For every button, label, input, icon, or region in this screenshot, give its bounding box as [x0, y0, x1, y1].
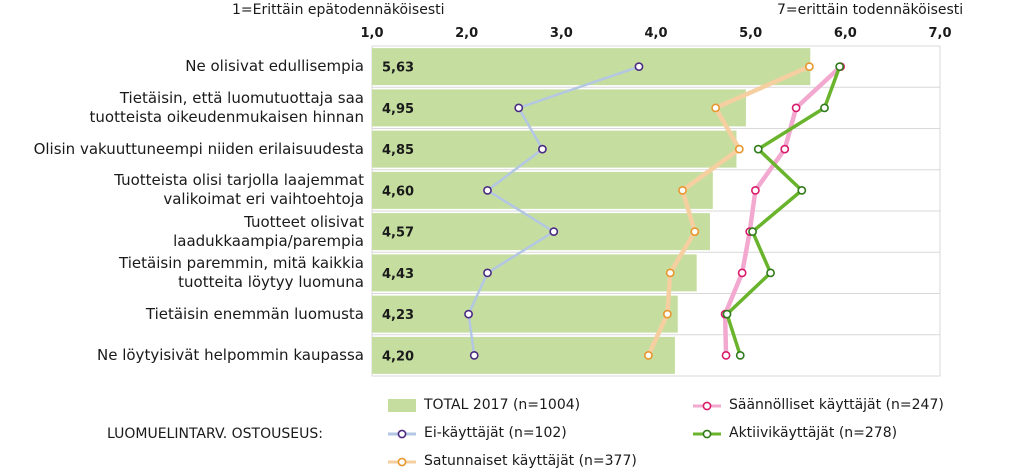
series-marker-3	[780, 144, 790, 154]
series-marker-2	[678, 185, 687, 195]
series-marker-1	[514, 103, 524, 113]
series-marker-4	[735, 350, 745, 360]
series-marker-3	[737, 268, 747, 278]
x-tick-label: 4,0	[644, 26, 667, 41]
legend-entry: Säännölliset käyttäjät (n=247)	[729, 397, 944, 413]
series-marker-4	[797, 185, 807, 195]
legend-entry: Ei-käyttäjät (n=102)	[424, 425, 567, 441]
series-marker-2	[662, 309, 672, 319]
series-marker-2	[711, 103, 721, 113]
bar-total-2017	[372, 295, 678, 333]
bar-total-2017	[372, 89, 746, 127]
series-line-2	[646, 64, 811, 357]
series-marker-3	[751, 185, 760, 195]
bar-data-label: 4,23	[382, 308, 414, 323]
category-label: Tuotteista olisi tarjolla laajemmat vali…	[114, 171, 364, 209]
category-label: Tietäisin enemmän luomusta	[145, 304, 364, 323]
series-marker-4	[722, 309, 732, 319]
category-label: Tietäisin, että luomutuottaja saa tuotte…	[89, 88, 364, 126]
series-line-4	[725, 66, 842, 356]
series-marker-4	[820, 103, 829, 113]
legend-caption: LUOMUELINTARV. OSTOUSEUS:	[107, 426, 323, 442]
bar-total-2017	[372, 336, 675, 374]
bar-total-2017	[372, 171, 713, 209]
legend-entry: TOTAL 2017 (n=1004)	[424, 397, 581, 413]
series-line-1	[467, 65, 640, 356]
series-line-3	[722, 64, 843, 356]
category-label: Olisin vakuuttuneempi niiden erilaisuude…	[33, 139, 364, 158]
series-marker-1	[549, 227, 559, 237]
category-label: Tuotteet olisivat laadukkaampia/parempia	[173, 212, 364, 250]
legend-entry: Aktiivikäyttäjät (n=278)	[729, 425, 898, 441]
series-marker-1	[483, 268, 492, 278]
bar-data-label: 4,20	[382, 349, 414, 364]
x-tick-label: 2,0	[455, 26, 478, 41]
bar-data-label: 5,63	[382, 61, 414, 76]
bar-total-2017	[372, 130, 737, 168]
bar-total-2017	[372, 213, 710, 251]
series-marker-1	[483, 185, 492, 195]
series-marker-1	[464, 309, 473, 319]
series-marker-4	[748, 227, 757, 237]
series-marker-3	[791, 103, 801, 113]
legend-swatch-marker	[702, 401, 712, 411]
series-marker-2	[734, 144, 744, 154]
bar-data-label: 4,60	[382, 184, 414, 199]
bar-data-label: 4,57	[382, 226, 414, 241]
bar-data-label: 4,43	[382, 267, 414, 282]
scale-high-label: 7=erittäin todennäköisesti	[777, 2, 964, 18]
legend-swatch-marker	[702, 429, 712, 439]
bar-total-2017	[372, 48, 811, 86]
x-tick-label: 1,0	[360, 26, 383, 41]
series-marker-2	[644, 350, 653, 360]
legend-swatch-marker	[397, 429, 407, 439]
legend-entry: Satunnaiset käyttäjät (n=377)	[424, 453, 637, 469]
series-marker-2	[804, 62, 814, 72]
x-tick-label: 6,0	[834, 26, 857, 41]
category-label: Ne löytyisivät helpommin kaupassa	[97, 345, 364, 364]
series-marker-1	[634, 62, 644, 72]
category-label: Ne olisivat edullisempia	[185, 57, 364, 76]
x-tick-label: 5,0	[739, 26, 762, 41]
series-marker-4	[753, 144, 763, 154]
series-marker-4	[766, 268, 775, 278]
series-marker-2	[665, 268, 675, 278]
series-marker-1	[538, 144, 547, 154]
bar-data-label: 4,85	[382, 143, 414, 158]
category-label: Tietäisin paremmin, mitä kaikkia tuottei…	[119, 253, 364, 291]
legend-swatch-marker	[397, 457, 407, 467]
x-tick-label: 7,0	[928, 26, 951, 41]
series-marker-4	[835, 62, 845, 72]
legend-swatch-bar	[388, 399, 416, 412]
series-marker-1	[469, 350, 479, 360]
bar-total-2017	[372, 254, 697, 292]
scale-low-label: 1=Erittäin epätodennäköisesti	[232, 2, 445, 18]
series-marker-2	[690, 227, 700, 237]
x-tick-label: 3,0	[550, 26, 573, 41]
series-marker-3	[721, 350, 731, 360]
bar-data-label: 4,95	[382, 102, 414, 117]
